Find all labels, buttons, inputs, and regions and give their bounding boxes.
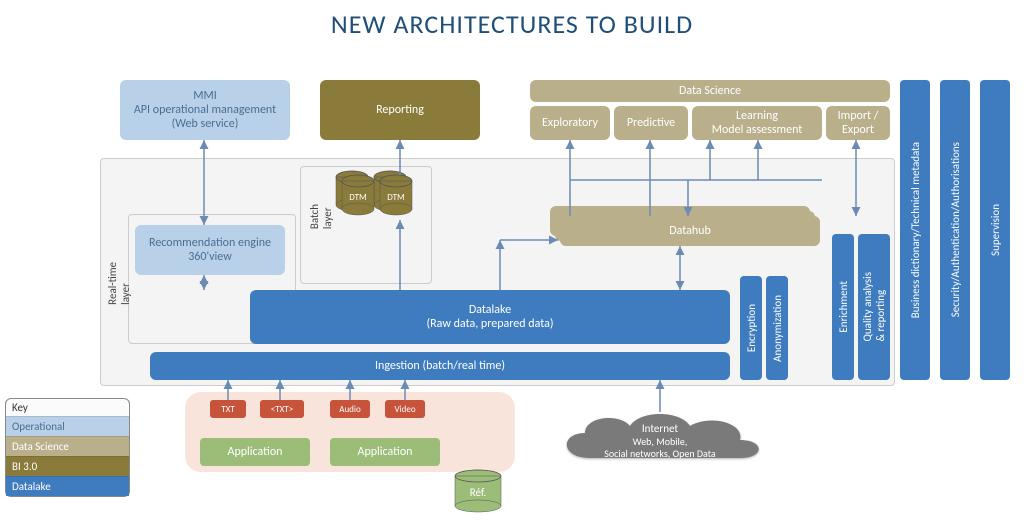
box-ds_import: Import /Export — [826, 106, 890, 140]
legend-row-bi-: BI 3.0 — [6, 456, 129, 476]
svg-text:Réf.: Réf. — [470, 486, 487, 499]
pillar-quality-analysis-reporting: Quality analysis& reporting — [858, 234, 890, 380]
svg-text:Internet: Internet — [642, 422, 679, 435]
pillar-encryption: Encryption — [740, 276, 762, 380]
pillar-anonymization: Anonymization — [766, 276, 788, 380]
box-datahub: Datahub — [560, 216, 820, 246]
page-title: NEW ARCHITECTURES TO BUILD — [0, 0, 1024, 40]
pillar-business-dictionary-technical-metadata: Business dictionary/Technical metadata — [900, 80, 930, 380]
batch-layer-label: Batchlayer — [308, 204, 334, 229]
application-box: Application — [330, 438, 440, 466]
pillar-security-authentication-authorisations: Security/Authentication/Authorisations — [940, 80, 970, 380]
format-txt: <TXT> — [260, 400, 304, 418]
box-reporting: Reporting — [320, 80, 480, 140]
box-rec_engine: Recommendation engine360'view — [135, 225, 285, 275]
pillar-enrichment: Enrichment — [832, 234, 854, 380]
format-txt: TXT — [210, 400, 246, 418]
legend-row-datalake: Datalake — [6, 476, 129, 496]
realtime-layer-label: Real-timelayer — [106, 262, 132, 305]
box-ingestion: Ingestion (batch/real time) — [150, 352, 730, 380]
legend-row-operational: Operational — [6, 416, 129, 436]
internet-cloud: Internet Web, Mobile, Social networks, O… — [550, 408, 770, 472]
box-ds_predictive: Predictive — [614, 106, 688, 140]
box-ds_learning: LearningModel assessment — [692, 106, 822, 140]
svg-text:DTM: DTM — [387, 192, 405, 203]
application-box: Application — [200, 438, 310, 466]
pillar-supervision: Supervision — [980, 80, 1010, 380]
svg-text:DTM: DTM — [349, 192, 367, 203]
box-datascience_hdr: Data Science — [530, 80, 890, 102]
legend: Key OperationalData ScienceBI 3.0Datalak… — [5, 398, 130, 497]
box-ds_exploratory: Exploratory — [530, 106, 610, 140]
format-video: Video — [385, 400, 425, 418]
svg-text:Social networks, Open Data: Social networks, Open Data — [604, 447, 716, 460]
legend-row-data-science: Data Science — [6, 436, 129, 456]
box-datalake: Datalake(Raw data, prepared data) — [250, 290, 730, 344]
format-audio: Audio — [330, 400, 370, 418]
box-mmi: MMIAPI operational management(Web servic… — [120, 80, 290, 140]
legend-title: Key — [6, 399, 129, 416]
